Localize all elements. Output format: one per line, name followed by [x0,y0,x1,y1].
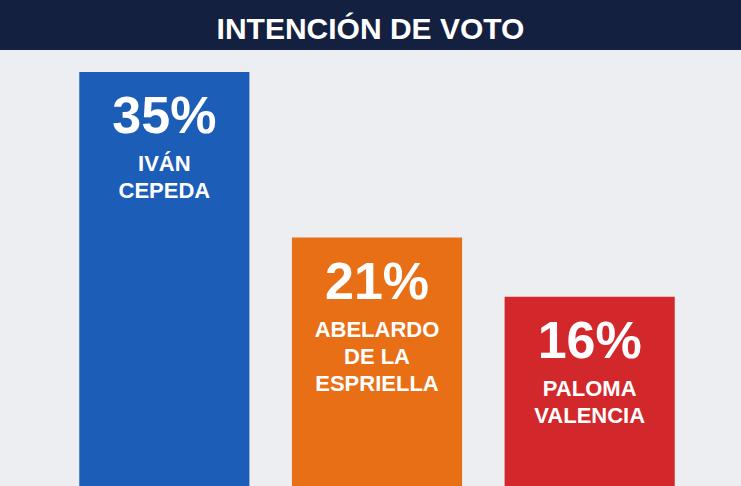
svg-text:INTENCIÓN DE VOTO: INTENCIÓN DE VOTO [217,12,525,45]
svg-text:PALOMA: PALOMA [543,376,637,401]
svg-text:DE LA: DE LA [344,344,410,369]
svg-text:CEPEDA: CEPEDA [118,178,210,203]
svg-text:ABELARDO: ABELARDO [315,317,440,342]
svg-text:VALENCIA: VALENCIA [534,403,645,428]
svg-text:IVÁN: IVÁN [138,151,191,176]
svg-text:21%: 21% [325,252,429,310]
svg-text:35%: 35% [112,86,216,144]
svg-text:16%: 16% [538,311,642,369]
svg-text:ESPRIELLA: ESPRIELLA [315,371,439,396]
